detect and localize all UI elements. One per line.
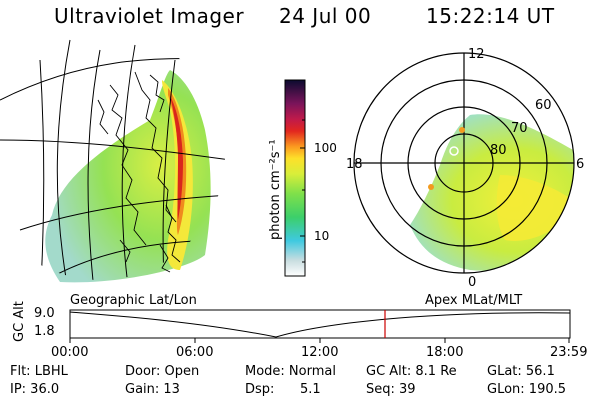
door-info: Door: Open xyxy=(125,364,200,379)
left-panel-caption: Geographic Lat/Lon xyxy=(70,293,197,308)
dsp-label: Dsp: xyxy=(245,382,275,397)
time-tick: 12:00 xyxy=(301,345,339,360)
altitude-ylabel: GC Alt xyxy=(12,301,27,342)
gcalt-info: GC Alt: 8.1 Re xyxy=(366,364,457,379)
mlt-label-6: 6 xyxy=(576,157,585,172)
mlt-label-12: 12 xyxy=(468,47,485,62)
mode-info: Mode: Normal xyxy=(245,364,336,379)
time-tick: 18:00 xyxy=(426,345,464,360)
seq-info: Seq: 39 xyxy=(366,382,416,397)
dsp-value: 5.1 xyxy=(300,382,321,397)
geographic-map xyxy=(0,39,225,283)
ip-info: IP: 36.0 xyxy=(10,382,60,397)
date-label: 24 Jul 00 xyxy=(279,4,372,28)
time-tick: 00:00 xyxy=(51,345,89,360)
altitude-tick-top: 9.0 xyxy=(34,306,55,321)
altitude-plot xyxy=(69,309,571,343)
altitude-tick-bottom: 1.8 xyxy=(34,324,55,339)
colorbar xyxy=(284,79,306,277)
time-tick: 06:00 xyxy=(176,345,214,360)
mlat-label-70: 70 xyxy=(511,121,528,136)
colorbar-unit-label: photon cm⁻²s⁻¹ xyxy=(268,139,283,240)
glat-info: GLat: 56.1 xyxy=(487,364,555,379)
time-label: 15:22:14 UT xyxy=(426,4,555,28)
mlt-label-0: 0 xyxy=(468,275,477,290)
mlat-label-80: 80 xyxy=(490,143,507,158)
gain-info: Gain: 13 xyxy=(125,382,180,397)
polar-plot xyxy=(353,52,575,274)
glon-info: GLon: 190.5 xyxy=(487,382,567,397)
mlt-label-18: 18 xyxy=(346,157,363,172)
colorbar-tick-10: 10 xyxy=(314,229,330,243)
instrument-title: Ultraviolet Imager xyxy=(54,4,245,28)
right-panel-caption: Apex MLat/MLT xyxy=(425,293,523,308)
colorbar-tick-100: 100 xyxy=(314,141,337,155)
flt-info: Flt: LBHL xyxy=(10,364,68,379)
time-tick: 23:59 xyxy=(550,345,588,360)
mlat-label-60: 60 xyxy=(535,98,552,113)
